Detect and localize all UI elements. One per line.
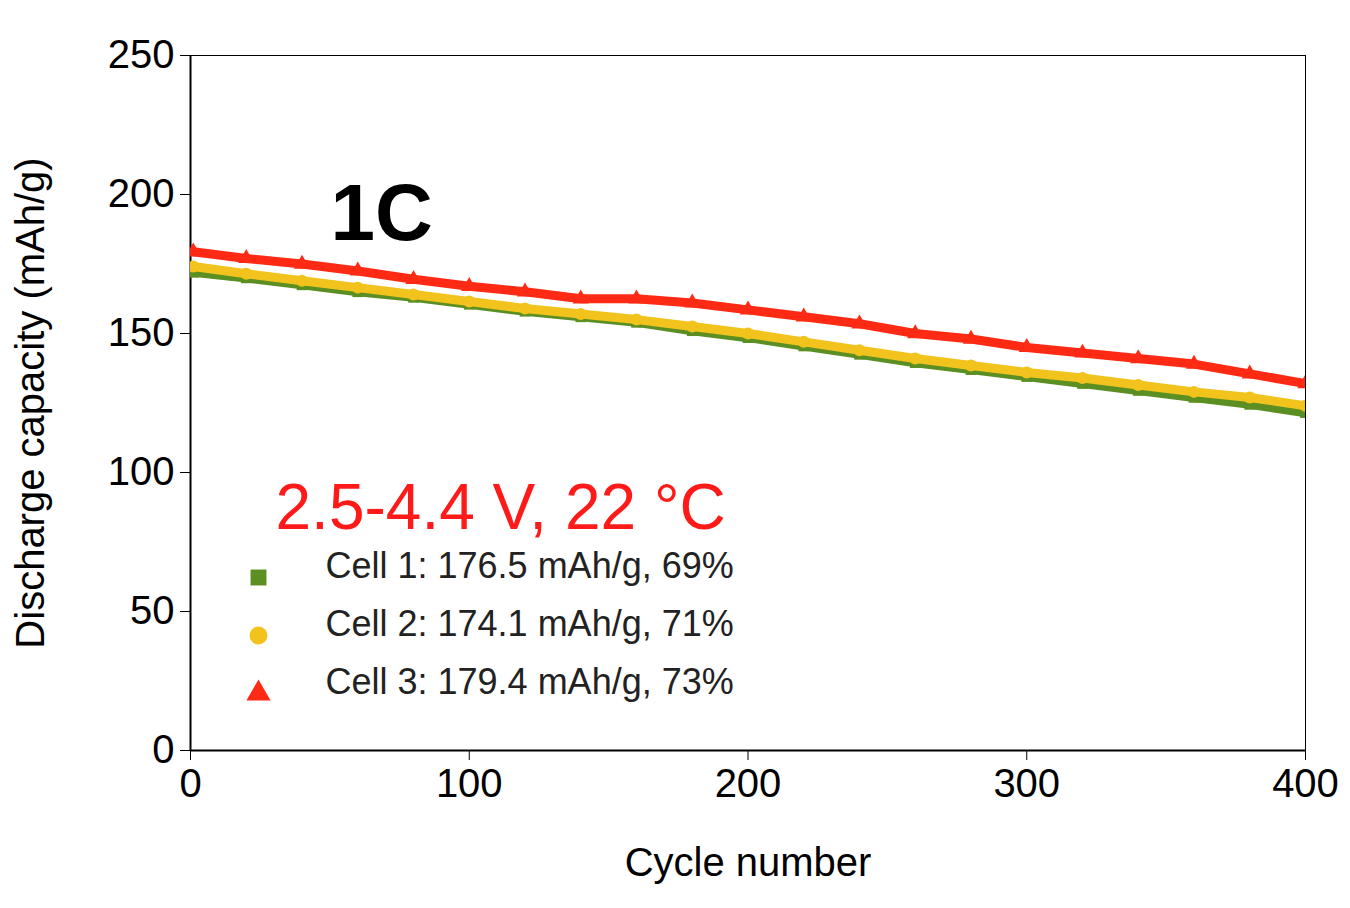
svg-text:100: 100 [108, 449, 175, 493]
svg-text:Cell 1: 176.5 mAh/g, 69%: Cell 1: 176.5 mAh/g, 69% [326, 545, 734, 586]
svg-text:0: 0 [152, 727, 174, 771]
svg-text:2.5-4.4 V, 22 °C: 2.5-4.4 V, 22 °C [276, 471, 726, 543]
svg-text:Cycle number: Cycle number [625, 840, 872, 884]
svg-text:50: 50 [130, 588, 175, 632]
svg-text:Cell 3: 179.4 mAh/g, 73%: Cell 3: 179.4 mAh/g, 73% [326, 661, 734, 702]
svg-text:Discharge capacity (mAh/g): Discharge capacity (mAh/g) [8, 157, 52, 648]
svg-text:0: 0 [179, 761, 201, 805]
svg-text:300: 300 [993, 761, 1060, 805]
svg-text:1C: 1C [331, 168, 433, 257]
svg-text:200: 200 [715, 761, 782, 805]
svg-text:250: 250 [108, 32, 175, 76]
svg-text:400: 400 [1272, 761, 1339, 805]
svg-text:100: 100 [436, 761, 503, 805]
svg-text:200: 200 [108, 171, 175, 215]
svg-text:Cell 2: 174.1 mAh/g, 71%: Cell 2: 174.1 mAh/g, 71% [326, 603, 734, 644]
svg-text:150: 150 [108, 310, 175, 354]
